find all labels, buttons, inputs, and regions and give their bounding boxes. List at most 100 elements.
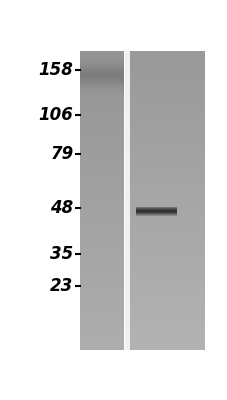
Bar (79, 143, 123, 144)
Bar (130, 307, 204, 308)
Bar (130, 139, 204, 140)
Bar (79, 100, 123, 101)
Bar (79, 109, 123, 110)
Bar (79, 326, 123, 327)
Bar (130, 170, 204, 171)
Bar (130, 312, 204, 313)
Bar (79, 196, 123, 197)
Bar (130, 138, 204, 139)
Bar (79, 69, 123, 70)
Bar (79, 308, 123, 309)
Bar (130, 82, 204, 83)
Bar (79, 291, 123, 292)
Bar (79, 127, 123, 128)
Bar (79, 345, 123, 346)
Bar (79, 90, 123, 91)
Bar (130, 176, 204, 178)
Bar (130, 101, 204, 102)
Bar (130, 319, 204, 320)
Bar (79, 208, 123, 209)
Bar (79, 51, 123, 52)
Bar (79, 70, 123, 71)
Bar (130, 65, 204, 66)
Bar (79, 168, 123, 169)
Bar (130, 190, 204, 191)
Bar (130, 69, 204, 70)
Bar (130, 178, 204, 180)
Bar (130, 228, 204, 230)
Bar (79, 186, 123, 188)
Bar (130, 234, 204, 236)
Bar (130, 141, 204, 142)
Bar (79, 104, 123, 105)
Bar (130, 241, 204, 242)
Bar (130, 262, 204, 264)
Bar (130, 57, 204, 58)
Bar (130, 240, 204, 242)
Bar (130, 87, 204, 88)
Bar (130, 297, 204, 298)
Bar (130, 277, 204, 278)
Bar (79, 82, 123, 83)
Bar (130, 304, 204, 305)
Bar (136, 210, 177, 211)
Bar (130, 147, 204, 148)
Bar (130, 51, 204, 52)
Bar (79, 253, 123, 254)
Bar (79, 233, 123, 235)
Bar (130, 194, 204, 195)
Bar (130, 275, 204, 276)
Bar (79, 295, 123, 296)
Bar (79, 230, 123, 232)
Bar (79, 103, 123, 104)
Bar (130, 155, 204, 156)
Bar (79, 336, 123, 337)
Bar (130, 347, 204, 348)
Bar (130, 73, 204, 74)
Bar (79, 215, 123, 217)
Bar (79, 115, 123, 116)
Bar (130, 258, 204, 260)
Bar (79, 222, 123, 224)
Bar (79, 310, 123, 311)
Bar (130, 94, 204, 95)
Bar (79, 110, 123, 111)
Bar (130, 180, 204, 181)
Bar (130, 148, 204, 149)
Bar (79, 240, 123, 242)
Bar (79, 61, 123, 62)
Bar (130, 153, 204, 154)
Bar (79, 176, 123, 177)
Bar (130, 284, 204, 286)
Bar (130, 256, 204, 258)
Bar (130, 170, 204, 172)
Bar (79, 78, 123, 79)
Bar (130, 86, 204, 87)
Bar (130, 98, 204, 99)
Bar (130, 206, 204, 207)
Bar (79, 349, 123, 350)
Bar (130, 64, 204, 65)
Bar (130, 77, 204, 78)
Bar (130, 127, 204, 128)
Bar (130, 219, 204, 221)
Bar (130, 269, 204, 270)
Bar (130, 192, 204, 193)
Bar (79, 94, 123, 95)
Bar (79, 342, 123, 343)
Bar (79, 309, 123, 310)
Bar (130, 283, 204, 284)
Bar (79, 146, 123, 147)
Bar (130, 200, 204, 201)
Bar (130, 168, 204, 170)
Bar (130, 95, 204, 96)
Bar (130, 296, 204, 297)
Bar (79, 163, 123, 164)
Bar (79, 123, 123, 124)
Bar (130, 176, 204, 177)
Bar (130, 85, 204, 86)
Bar (79, 275, 123, 276)
Bar (130, 103, 204, 104)
Bar (130, 129, 204, 130)
Bar (130, 110, 204, 111)
